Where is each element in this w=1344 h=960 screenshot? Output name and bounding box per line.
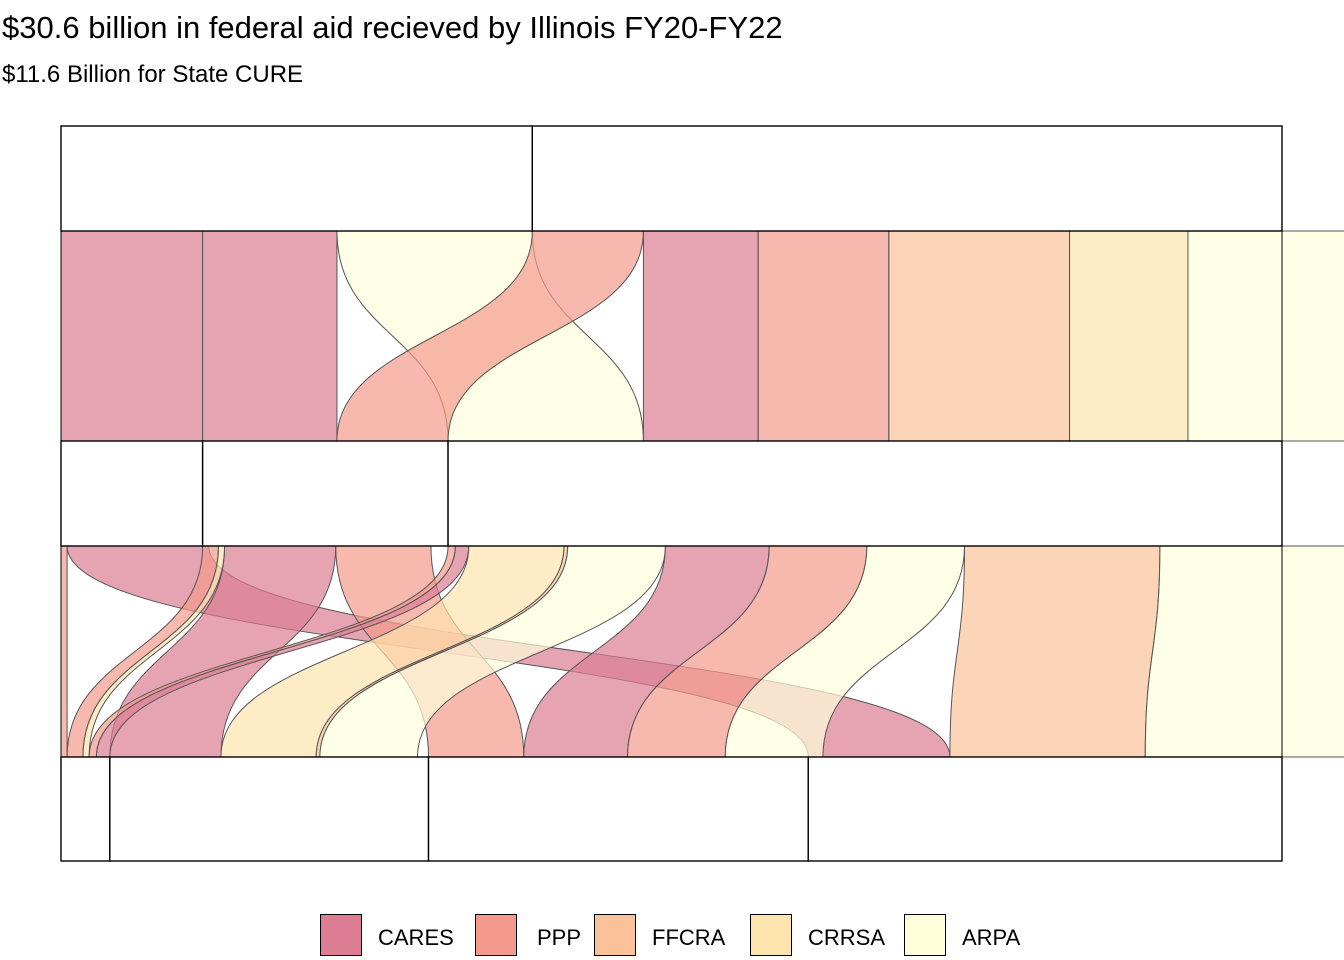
flow-a3-a4-arpa-15 bbox=[1144, 545, 1344, 758]
stratum-axis4-3 bbox=[427, 756, 809, 862]
stratum-axis4-2 bbox=[109, 756, 430, 862]
chart-title: $30.6 billion in federal aid recieved by… bbox=[2, 10, 783, 45]
legend-item-ffcra: FFCRA bbox=[594, 914, 744, 958]
stratum-axis1-2 bbox=[531, 125, 1283, 232]
flow-a3-a4-ppp-5 bbox=[60, 545, 68, 758]
chart-subtitle: $11.6 Billion for State CURE bbox=[2, 61, 304, 88]
legend: CARES PPP FFCRA CRRSA ARPA bbox=[0, 912, 1344, 960]
legend-swatch-cares bbox=[320, 914, 362, 956]
legend-swatch-ffcra bbox=[594, 914, 636, 956]
stratum-axis1-1 bbox=[60, 125, 534, 232]
stratum-axis2-1 bbox=[60, 440, 204, 547]
legend-label-ffcra: FFCRA bbox=[652, 925, 726, 950]
legend-swatch-ppp bbox=[475, 914, 517, 956]
legend-swatch-arpa bbox=[904, 914, 946, 956]
flow-a1-a2-cares-1 bbox=[202, 230, 338, 442]
stratum-axis4-4 bbox=[807, 756, 1283, 862]
legend-label-ppp: PPP bbox=[537, 925, 582, 950]
flow-a3-a4-ffcra-14 bbox=[949, 545, 1161, 758]
legend-swatch-crrsa bbox=[750, 914, 792, 956]
flows-layer bbox=[60, 230, 1344, 758]
stratum-axis4-1 bbox=[60, 756, 111, 862]
flow-a1-a2-cares-0 bbox=[60, 230, 204, 442]
legend-label-cares: CARES bbox=[378, 925, 454, 950]
flow-a1-a2-ffcra-6 bbox=[888, 230, 1071, 442]
stratum-axis2-2 bbox=[201, 440, 449, 547]
legend-item-arpa: ARPA bbox=[904, 914, 1054, 958]
legend-label-arpa: ARPA bbox=[962, 925, 1021, 950]
legend-label-crrsa: CRRSA bbox=[808, 925, 886, 950]
flow-a1-a2-crrsa-7 bbox=[1069, 230, 1189, 442]
flow-a1-a2-ppp-5 bbox=[757, 230, 890, 442]
alluvial-plot bbox=[60, 125, 1344, 862]
strata-layer bbox=[60, 125, 1283, 862]
flow-a1-a2-cares-4 bbox=[642, 230, 759, 442]
legend-item-ppp: PPP bbox=[475, 914, 625, 958]
legend-item-crrsa: CRRSA bbox=[750, 914, 900, 958]
flow-a1-a2-arpa-8 bbox=[1187, 230, 1344, 442]
stratum-axis2-3 bbox=[447, 440, 1283, 547]
legend-item-cares: CARES bbox=[320, 914, 470, 958]
